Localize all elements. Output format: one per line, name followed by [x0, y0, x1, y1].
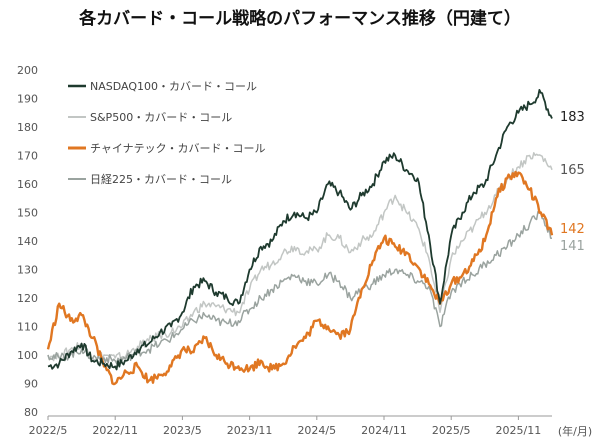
- x-axis: 2022/5 2022/11 2023/5 2023/11 2024/5 2024/11 2…: [29, 415, 552, 437]
- x-tick-label: 2023/11: [227, 424, 273, 437]
- y-tick-label: 130: [17, 264, 38, 277]
- x-tick-label: 2022/11: [92, 424, 138, 437]
- y-tick-label: 170: [17, 150, 38, 163]
- legend-label: S&P500・カバード・コール: [90, 111, 232, 124]
- y-tick-label: 90: [24, 378, 38, 391]
- x-tick-label: 2025/11: [496, 424, 542, 437]
- series-lines: [46, 89, 554, 386]
- x-tick-label: 2023/5: [163, 424, 202, 437]
- legend-label: NASDAQ100・カバード・コール: [90, 80, 257, 93]
- x-tick-label: 2022/5: [29, 424, 68, 437]
- y-tick-label: 80: [24, 406, 38, 419]
- series-line-0: [47, 89, 553, 371]
- y-tick-label: 200: [17, 64, 38, 77]
- end-labels: 183 165 142 141: [560, 110, 585, 254]
- y-tick-label: 150: [17, 207, 38, 220]
- y-tick-label: 190: [17, 93, 38, 106]
- y-tick-label: 180: [17, 121, 38, 134]
- series-line-1: [47, 152, 553, 362]
- end-value-label: 141: [560, 239, 585, 254]
- legend: NASDAQ100・カバード・コール S&P500・カバード・コールチャイナテック…: [68, 80, 265, 186]
- legend-label: 日経225・カバード・コール: [90, 173, 232, 186]
- x-tick-label: 2025/5: [432, 424, 471, 437]
- x-unit-label: (年/月): [558, 424, 592, 438]
- end-value-label: 142: [560, 222, 585, 237]
- series-line-2: [46, 170, 554, 386]
- x-tick-label: 2024/5: [297, 424, 336, 437]
- end-value-label: 165: [560, 163, 585, 178]
- x-tick-label: 2024/11: [361, 424, 407, 437]
- y-axis: 80 90 100 110 120 130 140 150 160 170 180 190 200: [17, 64, 38, 419]
- legend-label: チャイナテック・カバード・コール: [90, 142, 265, 155]
- y-tick-label: 160: [17, 178, 38, 191]
- y-tick-label: 100: [17, 349, 38, 362]
- y-tick-label: 140: [17, 235, 38, 248]
- chart-title: 各カバード・コール戦略のパフォーマンス推移（円建て）: [78, 8, 521, 29]
- y-tick-label: 120: [17, 292, 38, 305]
- y-tick-label: 110: [17, 321, 38, 334]
- series-line-3: [47, 210, 553, 364]
- end-value-label: 183: [560, 110, 585, 125]
